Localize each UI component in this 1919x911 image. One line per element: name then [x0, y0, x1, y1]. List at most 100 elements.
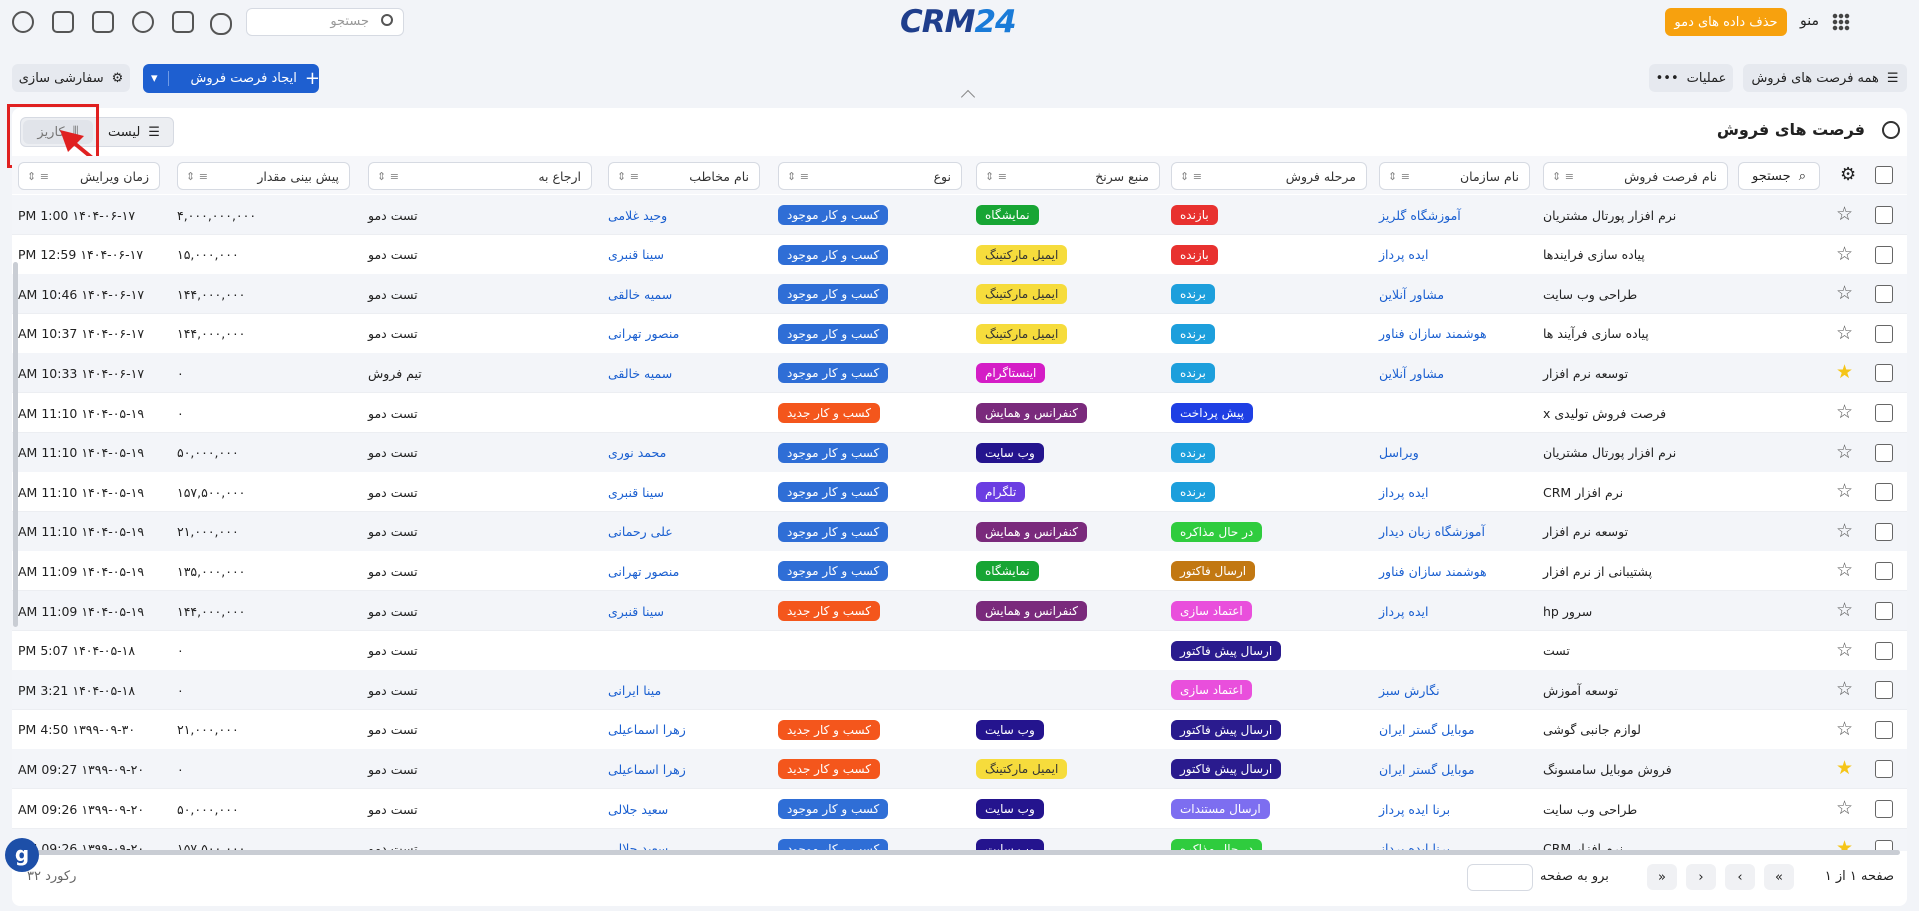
star-empty[interactable]: ☆ — [1836, 282, 1854, 305]
link-text[interactable]: ایده پرداز — [1379, 247, 1429, 263]
star-filled[interactable]: ★ — [1836, 757, 1854, 780]
star-empty[interactable]: ☆ — [1836, 599, 1854, 621]
table-row[interactable] — [12, 472, 1907, 513]
link-text[interactable]: سینا قنبری — [608, 247, 664, 263]
link-text[interactable]: موبایل گستر ایران — [1379, 722, 1475, 738]
table-row[interactable] — [12, 828, 1907, 851]
cloud-icon[interactable] — [210, 13, 232, 35]
table-row[interactable] — [12, 195, 1907, 235]
link-text[interactable]: مشاور آنلاین — [1379, 365, 1445, 381]
row-checkbox[interactable] — [1875, 641, 1893, 660]
star-empty[interactable]: ☆ — [1836, 797, 1854, 819]
star-empty[interactable]: ☆ — [1836, 401, 1854, 423]
link-text[interactable]: مشاور آنلاین — [1379, 286, 1445, 302]
star-filled[interactable]: ★ — [1836, 361, 1854, 384]
row-checkbox[interactable] — [1875, 443, 1893, 462]
row-checkbox[interactable] — [1875, 602, 1893, 620]
star-filled[interactable]: ★ — [1836, 836, 1854, 851]
chart-icon[interactable] — [52, 11, 74, 33]
table-row[interactable] — [12, 630, 1907, 671]
row-checkbox[interactable] — [1875, 245, 1893, 264]
table-row[interactable] — [12, 393, 1907, 433]
chat-icon[interactable] — [132, 11, 154, 33]
first-page[interactable]: « — [1764, 864, 1794, 890]
link-text[interactable]: سینا قنبری — [608, 603, 664, 619]
select-all-checkbox[interactable] — [1875, 166, 1893, 184]
link-text[interactable]: سمیه خالقی — [608, 286, 673, 302]
table-row[interactable] — [12, 313, 1907, 354]
row-checkbox[interactable] — [1875, 206, 1893, 224]
star-empty[interactable]: ☆ — [1836, 203, 1854, 225]
row-checkbox[interactable] — [1875, 404, 1893, 422]
row-checkbox[interactable] — [1875, 324, 1893, 343]
star-empty[interactable]: ☆ — [1836, 717, 1854, 740]
table-row[interactable] — [12, 274, 1907, 315]
link-text[interactable]: آموزشگاه زبان دیدار — [1379, 524, 1485, 540]
link-text[interactable]: وحید غلامی — [608, 207, 668, 223]
calendar-icon[interactable] — [92, 11, 114, 33]
link-text[interactable]: مینا ایرانی — [608, 682, 662, 698]
task-icon[interactable] — [172, 11, 194, 33]
table-row[interactable] — [12, 709, 1907, 750]
link-text[interactable]: محمد نوری — [608, 445, 667, 461]
table-row[interactable] — [12, 234, 1907, 275]
link-text[interactable]: علی رحمانی — [608, 524, 673, 540]
collapse-chevron[interactable] — [960, 89, 976, 105]
table-row[interactable] — [12, 670, 1907, 711]
link-text[interactable]: ایده پرداز — [1379, 603, 1429, 619]
settings-icon[interactable]: ⚙ — [1840, 164, 1857, 185]
link-text[interactable]: برنا ایده پرداز — [1379, 841, 1451, 851]
link-text[interactable]: هوشمند سازان فناور — [1379, 563, 1487, 579]
row-checkbox[interactable] — [1875, 562, 1893, 581]
row-checkbox[interactable] — [1875, 839, 1893, 851]
row-checkbox[interactable] — [1875, 364, 1893, 383]
menu-grid-icon[interactable] — [1832, 13, 1850, 31]
link-text[interactable]: ویراسل — [1379, 445, 1419, 461]
link-text[interactable]: زهرا اسماعیلی — [608, 761, 686, 777]
prev-page[interactable]: ‹ — [1725, 864, 1755, 890]
view-list[interactable]: لیست ☰ — [98, 120, 170, 144]
search-box[interactable]: جستجو — [246, 8, 404, 36]
link-text[interactable]: آموزشگاه گلریز — [1379, 207, 1461, 223]
row-checkbox[interactable] — [1875, 681, 1893, 700]
demo-delete-button[interactable]: حذف داده های دمو — [1665, 8, 1787, 36]
next-page[interactable]: › — [1686, 864, 1716, 890]
table-row[interactable] — [12, 789, 1907, 829]
table-row[interactable] — [12, 551, 1907, 592]
actions-button[interactable]: ••• عملیات — [1649, 64, 1733, 92]
table-search-button[interactable]: جستجو ⌕ — [1738, 162, 1820, 190]
star-empty[interactable]: ☆ — [1836, 678, 1854, 701]
star-empty[interactable]: ☆ — [1836, 559, 1854, 582]
table-row[interactable] — [12, 749, 1907, 790]
menu-label[interactable]: منو — [1800, 13, 1819, 29]
row-checkbox[interactable] — [1875, 483, 1893, 502]
link-text[interactable]: برنا ایده پرداز — [1379, 801, 1451, 817]
link-text[interactable]: هوشمند سازان فناور — [1379, 326, 1487, 342]
customize-button[interactable]: سفارشی سازی ⚙ — [12, 64, 130, 92]
link-text[interactable]: موبایل گستر ایران — [1379, 761, 1475, 777]
table-row[interactable] — [12, 591, 1907, 631]
star-empty[interactable]: ☆ — [1836, 638, 1854, 661]
row-checkbox[interactable] — [1875, 800, 1893, 818]
table-row[interactable] — [12, 511, 1907, 552]
link-text[interactable]: منصور تهرانی — [608, 563, 680, 579]
star-empty[interactable]: ☆ — [1836, 519, 1854, 542]
table-row[interactable] — [12, 432, 1907, 473]
row-checkbox[interactable] — [1875, 760, 1893, 779]
view-filter-button[interactable]: همه فرصت های فروش ☰ — [1743, 64, 1907, 92]
add-icon[interactable] — [12, 11, 34, 33]
link-text[interactable]: ایده پرداز — [1379, 484, 1429, 500]
link-text[interactable]: نگارش سبز — [1379, 682, 1440, 698]
support-bubble[interactable]: g — [5, 838, 39, 872]
link-text[interactable]: سعید جلالی — [608, 801, 669, 817]
view-kanban[interactable]: کاریز ⫼ — [23, 120, 93, 144]
link-text[interactable]: سینا قنبری — [608, 484, 664, 500]
create-button[interactable]: ▾ ایجاد فرصت فروش + — [143, 64, 320, 93]
link-text[interactable]: زهرا اسماعیلی — [608, 722, 686, 738]
last-page[interactable]: » — [1647, 864, 1677, 890]
row-checkbox[interactable] — [1875, 720, 1893, 739]
row-checkbox[interactable] — [1875, 285, 1893, 304]
row-checkbox[interactable] — [1875, 522, 1893, 541]
goto-input[interactable] — [1467, 864, 1533, 891]
star-empty[interactable]: ☆ — [1836, 480, 1854, 503]
